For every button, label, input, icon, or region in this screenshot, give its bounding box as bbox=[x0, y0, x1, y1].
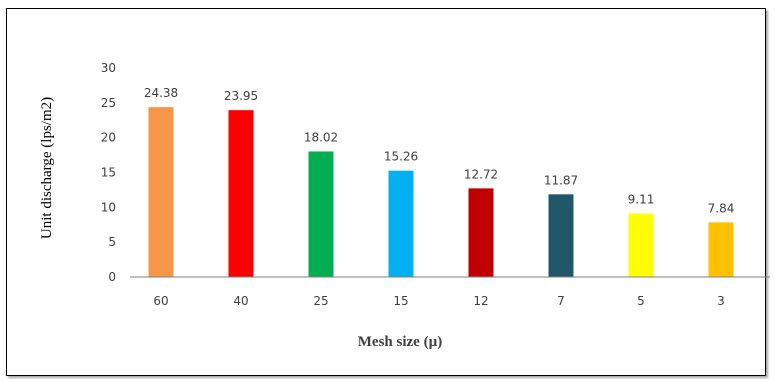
y-tick-label: 25 bbox=[101, 96, 116, 110]
bar bbox=[628, 213, 654, 277]
x-tick-label: 7 bbox=[557, 294, 565, 308]
x-tick-label: 5 bbox=[637, 294, 645, 308]
y-tick-label: 0 bbox=[108, 270, 116, 284]
y-tick-label: 5 bbox=[108, 235, 116, 249]
bar bbox=[708, 222, 734, 277]
data-label: 23.95 bbox=[224, 89, 258, 103]
y-tick-label: 30 bbox=[101, 61, 116, 75]
x-tick-label: 40 bbox=[233, 294, 248, 308]
data-label: 7.84 bbox=[708, 201, 735, 215]
data-label: 15.26 bbox=[384, 150, 418, 164]
x-tick-label: 15 bbox=[393, 294, 408, 308]
y-tick-label: 20 bbox=[101, 131, 116, 145]
x-tick-label: 12 bbox=[473, 294, 488, 308]
y-axis-ticks: 0 5 10 15 20 25 30 bbox=[101, 61, 116, 284]
chart-frame bbox=[6, 8, 766, 376]
data-label: 18.02 bbox=[304, 130, 338, 144]
x-axis-ticks: 60 40 25 15 12 7 5 3 bbox=[153, 294, 724, 308]
bar bbox=[468, 188, 494, 277]
bar bbox=[388, 170, 414, 277]
data-label: 9.11 bbox=[628, 193, 655, 207]
x-tick-label: 25 bbox=[313, 294, 328, 308]
y-tick-label: 15 bbox=[101, 166, 116, 180]
y-axis-title: Unit discharge (lps/m2) bbox=[39, 97, 55, 239]
bar bbox=[148, 107, 174, 277]
bar bbox=[308, 151, 334, 277]
bars bbox=[148, 107, 734, 277]
x-tick-label: 60 bbox=[153, 294, 168, 308]
data-labels: 24.38 23.95 18.02 15.26 12.72 11.87 9.11 7.84 bbox=[144, 86, 735, 215]
bar bbox=[228, 110, 254, 277]
data-label: 11.87 bbox=[544, 173, 578, 187]
x-axis-title: Mesh size (µ) bbox=[358, 334, 442, 350]
y-tick-label: 10 bbox=[101, 200, 116, 214]
data-label: 24.38 bbox=[144, 86, 178, 100]
x-tick-label: 3 bbox=[717, 294, 725, 308]
bar bbox=[548, 194, 574, 277]
data-label: 12.72 bbox=[464, 167, 498, 181]
